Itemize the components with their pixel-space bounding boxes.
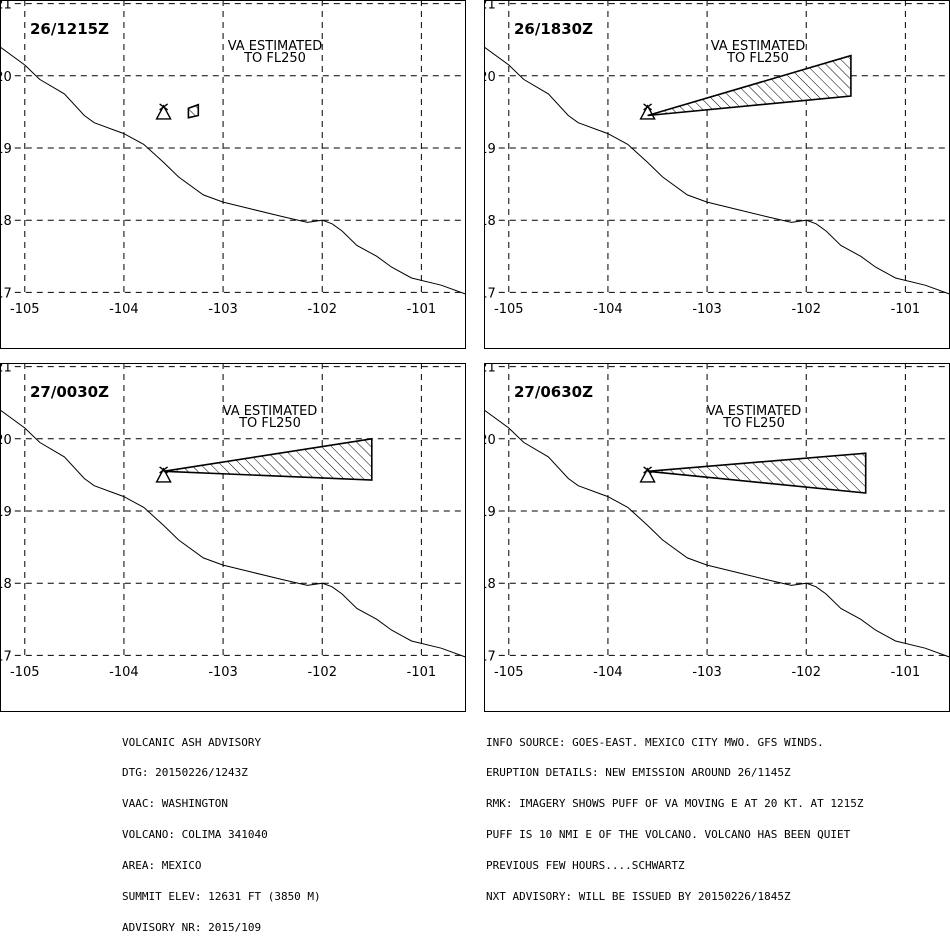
advisory-left-line: VOLCANIC ASH ADVISORY [122,735,262,749]
advisory-left-line: ADVISORY NR: 2015/109 [122,920,262,934]
tick-label-lat: 19 [484,505,496,520]
coastline [484,46,950,295]
tick-label-lat: 21 [0,363,12,376]
coastline [0,46,466,295]
ash-cloud-polygon [163,437,373,481]
tick-label-lat: 20 [0,70,12,85]
volcano-icon [155,104,172,120]
volcano-icon [155,467,172,483]
coastline [484,409,950,658]
tick-label-lon: -104 [109,665,139,680]
tick-label-lon: -103 [208,302,238,317]
tick-label-lat: 17 [0,286,12,301]
map-frame [0,363,466,712]
tick-label-lon: -105 [10,665,40,680]
tick-label-lon: -105 [494,302,524,317]
map-panel-1-svg: -105-104-103-102-1011718192021 26/1215Z … [0,0,466,349]
map-panel-3: -105-104-103-102-1011718192021 27/0030Z … [0,363,466,712]
tick-label-lat: 18 [0,214,12,229]
advisory-right-line: PREVIOUS FEW HOURS....SCHWARTZ [486,859,685,873]
map-panel-4-svg: -105-104-103-102-1011718192021 27/0630Z … [484,363,950,712]
valid-time-3: 27/0030Z [30,383,109,401]
map-panel-1: -105-104-103-102-1011718192021 26/1215Z … [0,0,466,349]
tick-label-lon: -101 [407,302,437,317]
va-label-line1-3: VA ESTIMATED [223,404,318,419]
advisory-right-line: PUFF IS 10 NMI E OF THE VOLCANO. VOLCANO… [486,828,851,842]
coastline [0,409,466,658]
ash-cloud-polygon [647,452,867,494]
tick-label-lon: -101 [891,302,921,317]
tick-label-lat: 21 [484,363,496,376]
va-label-line2-4: TO FL250 [722,416,785,431]
map-panel-2: -105-104-103-102-1011718192021 26/1830Z … [484,0,950,349]
advisory-left-line: VAAC: WASHINGTON [122,797,228,811]
tick-label-lon: -103 [208,665,238,680]
advisory-left-line: DTG: 20150226/1243Z [122,766,248,780]
va-label-line1-4: VA ESTIMATED [707,404,802,419]
ash-cloud-polygon [187,103,200,119]
tick-label-lon: -102 [791,302,821,317]
advisory-left-line: VOLCANO: COLIMA 341040 [122,828,268,842]
va-label-line1-1: VA ESTIMATED [228,39,323,54]
volcano-icon-mark [643,466,653,474]
tick-label-lon: -102 [307,302,337,317]
tick-label-lat: 20 [484,433,496,448]
advisory-left-line: SUMMIT ELEV: 12631 FT (3850 M) [122,890,321,904]
tick-label-lat: 20 [0,433,12,448]
tick-label-lat: 17 [484,286,496,301]
tick-label-lon: -104 [593,302,623,317]
tick-label-lon: -102 [791,665,821,680]
advisory-right-line: ERUPTION DETAILS: NEW EMISSION AROUND 26… [486,766,791,780]
volcano-icon-mark [159,466,169,474]
tick-label-lat: 17 [484,649,496,664]
tick-label-lon: -101 [407,665,437,680]
tick-label-lon: -101 [891,665,921,680]
advisory-left: VOLCANIC ASH ADVISORY DTG: 20150226/1243… [122,717,321,944]
tick-label-lon: -105 [494,665,524,680]
tick-label-lat: 19 [0,142,12,157]
va-label-line2-2: TO FL250 [726,51,789,66]
advisory-right-line: INFO SOURCE: GOES-EAST. MEXICO CITY MWO.… [486,735,824,749]
advisory-right-line: RMK: IMAGERY SHOWS PUFF OF VA MOVING E A… [486,797,864,811]
tick-label-lat: 18 [0,577,12,592]
tick-label-lat: 19 [484,142,496,157]
volcano-icon [639,104,656,120]
tick-label-lon: -104 [593,665,623,680]
tick-label-lat: 18 [484,577,496,592]
tick-label-lon: -103 [692,665,722,680]
valid-time-2: 26/1830Z [514,20,593,38]
tick-label-lon: -103 [692,302,722,317]
va-label-line1-2: VA ESTIMATED [711,39,806,54]
advisory-right: INFO SOURCE: GOES-EAST. MEXICO CITY MWO.… [486,717,864,913]
va-label-line2-3: TO FL250 [238,416,301,431]
volcano-icon-mark [159,103,169,111]
tick-label-lon: -104 [109,302,139,317]
valid-time-1: 26/1215Z [30,20,109,38]
advisory-right-line: NXT ADVISORY: WILL BE ISSUED BY 20150226… [486,890,791,904]
tick-label-lat: 21 [0,0,12,13]
tick-label-lat: 19 [0,505,12,520]
valid-time-4: 27/0630Z [514,383,593,401]
map-panel-2-svg: -105-104-103-102-1011718192021 26/1830Z … [484,0,950,349]
tick-label-lat: 17 [0,649,12,664]
map-frame [0,0,466,349]
tick-label-lat: 20 [484,70,496,85]
advisory-left-line: AREA: MEXICO [122,859,202,873]
volcano-icon-mark [643,103,653,111]
tick-label-lat: 21 [484,0,496,13]
tick-label-lon: -105 [10,302,40,317]
map-panel-3-svg: -105-104-103-102-1011718192021 27/0030Z … [0,363,466,712]
tick-label-lon: -102 [307,665,337,680]
volcano-icon [639,467,656,483]
va-label-line2-1: TO FL250 [243,51,306,66]
ash-cloud-polygon [647,54,852,117]
tick-label-lat: 18 [484,214,496,229]
map-panel-4: -105-104-103-102-1011718192021 27/0630Z … [484,363,950,712]
